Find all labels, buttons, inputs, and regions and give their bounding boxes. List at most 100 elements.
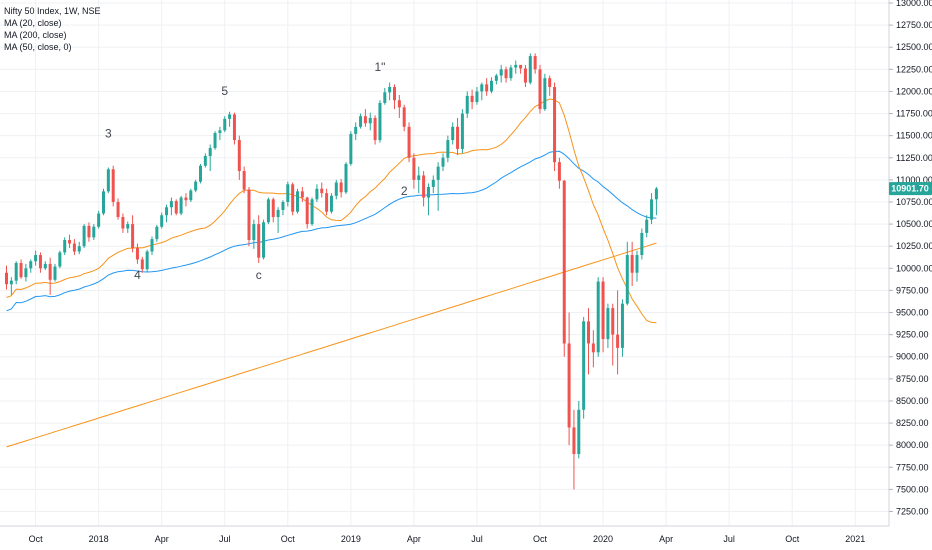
x-tick-label: Jul: [723, 534, 735, 544]
candle-body: [29, 261, 33, 269]
candle: [87, 222, 91, 242]
candle: [291, 182, 295, 216]
candle: [92, 224, 96, 241]
legend-ma-20[interactable]: MA (20, close): [4, 18, 62, 28]
y-tick-label: 7750.00: [896, 462, 929, 472]
candle-body: [92, 226, 96, 238]
candle-body: [451, 126, 455, 141]
candle-body: [572, 427, 576, 455]
candle: [213, 131, 217, 150]
candle-body: [378, 102, 382, 141]
candle-body: [441, 157, 445, 167]
candle: [431, 175, 435, 194]
candle-body: [354, 126, 358, 134]
candle: [184, 193, 188, 207]
candle: [456, 117, 460, 156]
candle-body: [533, 56, 537, 70]
candle: [194, 179, 198, 193]
candle: [271, 197, 275, 223]
candle-body: [625, 255, 629, 304]
candle: [305, 196, 309, 229]
candle: [553, 82, 557, 172]
candle: [441, 153, 445, 172]
x-tick-label: Oct: [281, 534, 296, 544]
last-price-tag: 10901.70: [889, 182, 932, 196]
candle-body: [509, 67, 513, 79]
candle-body: [591, 343, 595, 353]
candle: [48, 257, 52, 295]
x-tick-label: Apr: [155, 534, 169, 544]
candle-body: [300, 191, 304, 198]
candle: [63, 237, 67, 256]
candle: [106, 167, 110, 194]
candle: [397, 94, 401, 118]
candle-body: [504, 69, 508, 79]
candle-body: [155, 226, 159, 240]
candle: [514, 60, 518, 74]
candle: [14, 261, 18, 285]
candle-body: [145, 251, 149, 270]
candle: [523, 64, 527, 88]
candle: [218, 126, 222, 141]
candle: [451, 122, 455, 145]
y-tick-label: 12750.00: [896, 20, 932, 30]
candle: [24, 263, 28, 282]
candle: [422, 171, 426, 207]
legend-ma-200[interactable]: MA (200, close): [4, 30, 67, 40]
candle: [470, 89, 474, 110]
candle-body: [577, 409, 581, 455]
candle: [504, 66, 508, 83]
y-tick-label: 10000.00: [896, 263, 932, 273]
candle-body: [242, 171, 246, 190]
candle-body: [616, 334, 620, 348]
price-axis[interactable]: 13000.00 12750.00 12500.00 12250.00 12000.00…: [889, 0, 932, 517]
candle-body: [189, 190, 193, 201]
wave-label: 5: [221, 84, 228, 98]
candle-body: [368, 117, 372, 124]
candle: [121, 213, 125, 233]
candle: [276, 207, 280, 233]
candle-body: [310, 199, 314, 225]
candle: [412, 153, 416, 189]
candle: [165, 204, 169, 223]
candle: [237, 135, 241, 180]
candle-body: [422, 175, 426, 198]
moving-averages: [6, 98, 657, 448]
candle-body: [223, 118, 227, 131]
wave-label: 1": [374, 60, 385, 74]
candle-body: [208, 148, 212, 156]
y-tick-label: 7500.00: [896, 484, 929, 494]
candle: [596, 277, 600, 357]
candle-body: [523, 68, 527, 83]
candle: [402, 104, 406, 132]
candle-body: [383, 92, 387, 103]
time-axis[interactable]: Oct 2018 Apr Jul Oct 2019 Apr Jul Oct 2020 Apr Jul O…: [29, 534, 866, 544]
candle: [281, 200, 285, 216]
ma-200-line: [6, 242, 657, 448]
candle: [169, 197, 173, 216]
candle-body: [359, 116, 363, 127]
candle-body: [363, 116, 367, 124]
candle: [145, 249, 149, 272]
candle: [625, 241, 629, 306]
x-tick-label: Apr: [659, 534, 673, 544]
candle-body: [38, 255, 42, 269]
y-tick-label: 9750.00: [896, 285, 929, 295]
candle-body: [640, 232, 644, 256]
candle-body: [548, 78, 552, 88]
candle-body: [19, 262, 23, 278]
candle: [490, 77, 493, 94]
candle: [72, 239, 76, 256]
y-tick-label: 8750.00: [896, 374, 929, 384]
candle-body: [587, 321, 590, 344]
candle: [135, 243, 139, 264]
candle-body: [373, 117, 377, 141]
legend-ma-50[interactable]: MA (50, close, 0): [4, 42, 72, 52]
candle-body: [339, 182, 343, 193]
candle: [131, 215, 135, 253]
candle-body: [485, 84, 489, 92]
candle: [616, 290, 620, 375]
candle-body: [645, 219, 649, 233]
candle: [533, 53, 537, 74]
